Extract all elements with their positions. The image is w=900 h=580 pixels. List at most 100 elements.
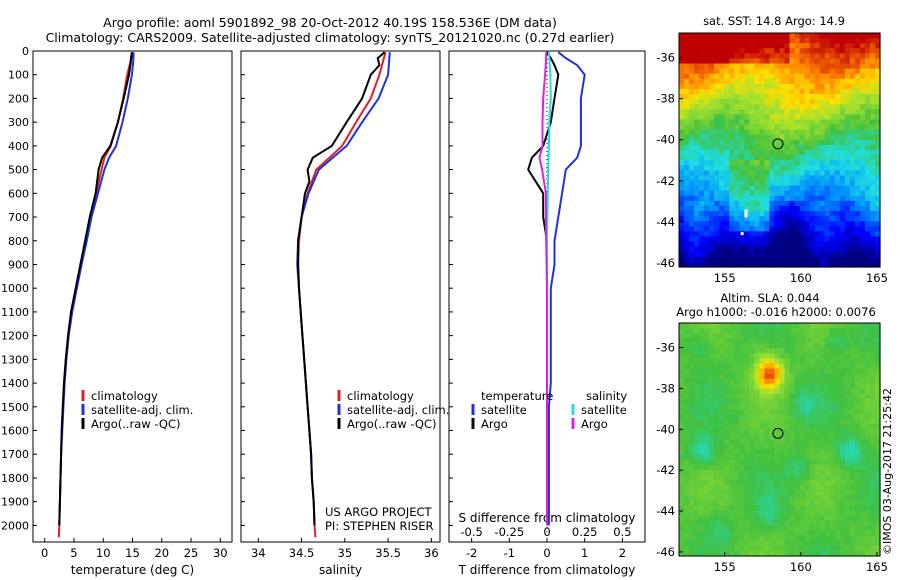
heatmap-cell (714, 73, 720, 80)
heatmap-cell (779, 195, 786, 202)
heatmap-cell (874, 226, 881, 232)
heatmap-cell (724, 99, 730, 105)
heatmap-cell (824, 409, 831, 415)
heatmap-cell (774, 216, 781, 222)
heatmap-cell (769, 540, 776, 547)
heatmap-cell (779, 550, 786, 557)
heatmap-cell (679, 170, 685, 177)
heatmap-cell (859, 246, 866, 253)
heatmap-cell (764, 63, 771, 70)
heatmap-cell (699, 63, 705, 70)
heatmap-cell (784, 358, 791, 365)
heatmap-cell (729, 398, 735, 405)
heatmap-cell (764, 444, 771, 451)
heatmap-cell (809, 38, 816, 44)
heatmap-cell (739, 170, 745, 177)
heatmap-cell (734, 363, 740, 370)
heatmap-cell (744, 33, 750, 39)
heatmap-cell (859, 180, 866, 187)
heatmap-cell (874, 510, 881, 517)
heatmap-cell (709, 358, 715, 365)
heatmap-cell (739, 323, 745, 329)
heatmap-cell (849, 323, 856, 329)
heatmap-cell (779, 393, 786, 400)
heatmap-cell (779, 33, 786, 39)
heatmap-cell (729, 241, 735, 248)
heatmap-cell (809, 160, 816, 166)
heatmap-cell (704, 43, 710, 49)
heatmap-cell (819, 424, 826, 430)
heatmap-cell (844, 480, 851, 486)
heatmap-cell (749, 104, 755, 110)
heatmap-cell (679, 383, 685, 390)
heatmap-cell (749, 129, 755, 136)
heatmap-cell (759, 58, 766, 65)
heatmap-cell (859, 424, 866, 430)
heatmap-cell (744, 439, 750, 446)
heatmap-cell (719, 119, 725, 126)
heatmap-cell (724, 160, 730, 166)
heatmap-cell (784, 490, 791, 496)
heatmap-cell (709, 211, 715, 217)
heatmap-cell (829, 109, 836, 115)
heatmap-cell (864, 409, 871, 415)
heatmap-cell (699, 251, 705, 258)
heatmap-cell (834, 134, 841, 141)
heatmap-cell (729, 261, 735, 268)
heatmap-cell (719, 464, 725, 471)
heatmap-cell (764, 404, 771, 410)
heatmap-cell (729, 439, 735, 446)
heatmap-cell (764, 505, 771, 512)
heatmap-cell (754, 540, 761, 547)
heatmap-cell (824, 190, 831, 197)
heatmap-cell (749, 520, 755, 527)
heatmap-cell (769, 211, 776, 217)
heatmap-cell (704, 134, 710, 141)
heatmap-cell (819, 505, 826, 512)
heatmap-cell (864, 170, 871, 177)
heatmap-cell (749, 500, 755, 506)
heatmap-cell (849, 195, 856, 202)
heatmap-cell (759, 480, 766, 486)
heatmap-cell (694, 439, 700, 446)
heatmap-cell (794, 241, 801, 248)
heatmap-cell (704, 480, 710, 486)
heatmap-cell (749, 221, 755, 227)
heatmap-cell (859, 119, 866, 126)
heatmap-cell (814, 429, 821, 436)
heatmap-cell (854, 185, 861, 192)
heatmap-cell (684, 211, 690, 217)
heatmap-cell (679, 216, 685, 222)
heatmap-cell (789, 505, 796, 512)
heatmap-cell (769, 78, 776, 85)
heatmap-cell (709, 200, 715, 207)
heatmap-cell (764, 333, 771, 339)
heatmap-cell (789, 469, 796, 476)
heatmap-cell (789, 124, 796, 131)
heatmap-cell (719, 434, 725, 441)
heatmap-cell (789, 170, 796, 177)
heatmap-cell (729, 338, 735, 344)
heatmap-cell (714, 150, 720, 156)
heatmap-cell (824, 114, 831, 121)
heatmap-cell (739, 124, 745, 131)
heatmap-cell (854, 124, 861, 131)
heatmap-cell (704, 414, 710, 420)
heatmap-cell (784, 485, 791, 491)
heatmap-cell (684, 464, 690, 471)
heatmap-cell (774, 180, 781, 187)
heatmap-cell (694, 510, 700, 517)
heatmap-cell (814, 333, 821, 339)
heatmap-cell (864, 185, 871, 192)
heatmap-cell (714, 63, 720, 70)
heatmap-cell (819, 119, 826, 126)
heatmap-cell (729, 124, 735, 131)
heatmap-cell (849, 246, 856, 253)
heatmap-cell (694, 338, 700, 344)
heatmap-cell (714, 378, 720, 385)
heatmap-cell (794, 515, 801, 522)
heatmap-cell (699, 256, 705, 263)
heatmap-cell (694, 495, 700, 501)
heatmap-cell (704, 94, 710, 100)
heatmap-cell (689, 464, 695, 471)
